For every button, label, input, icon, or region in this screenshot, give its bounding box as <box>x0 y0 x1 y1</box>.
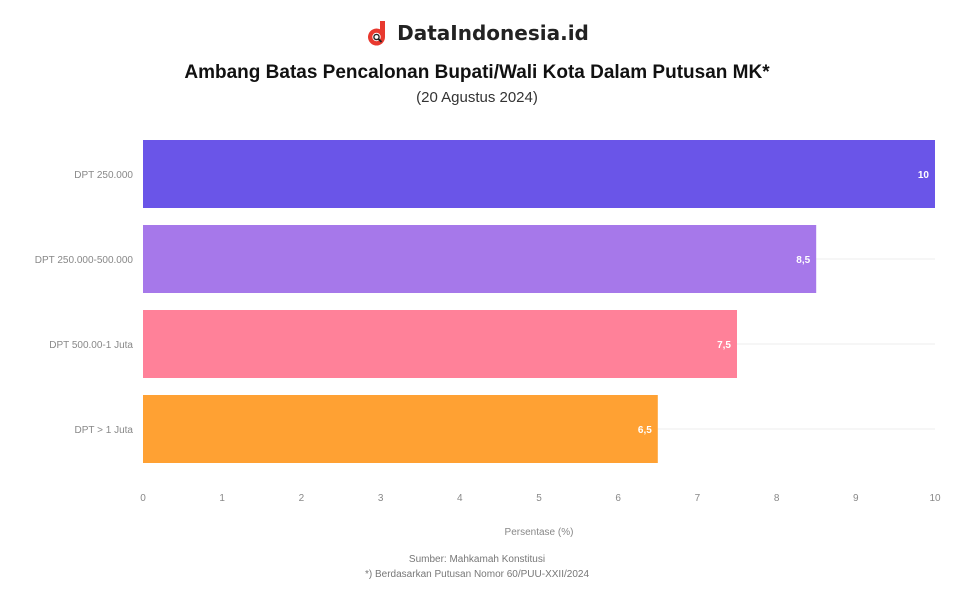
chart-title: Ambang Batas Pencalonan Bupati/Wali Kota… <box>184 62 770 83</box>
x-tick-label: 10 <box>929 493 941 504</box>
value-label: 7,5 <box>717 340 731 351</box>
category-label: DPT 500.00-1 Juta <box>49 340 133 351</box>
brand-header: DataIndonesia.id <box>0 20 954 46</box>
x-tick-label: 1 <box>219 493 225 504</box>
x-tick-label: 6 <box>615 493 621 504</box>
brand-name: DataIndonesia.id <box>397 21 589 45</box>
x-tick-label: 3 <box>378 493 384 504</box>
dataindonesia-logo-icon <box>368 21 386 46</box>
x-axis-title: Persentase (%) <box>505 527 574 538</box>
value-label: 6,5 <box>638 425 652 436</box>
category-label: DPT 250.000 <box>74 170 133 181</box>
source-note: Sumber: Mahkamah Konstitusi *) Berdasark… <box>0 552 954 582</box>
source-line: Sumber: Mahkamah Konstitusi <box>408 554 546 565</box>
category-label: DPT > 1 Juta <box>75 425 134 436</box>
category-label: DPT 250.000-500.000 <box>35 255 134 266</box>
x-tick-label: 7 <box>695 493 701 504</box>
value-label: 8,5 <box>796 255 810 266</box>
chart-subtitle: (20 Agustus 2024) <box>416 89 538 106</box>
bar <box>143 140 935 208</box>
bar <box>143 225 817 293</box>
bar <box>143 395 658 463</box>
x-tick-label: 8 <box>774 493 780 504</box>
x-tick-label: 2 <box>299 493 305 504</box>
value-label: 10 <box>918 170 930 181</box>
x-tick-label: 5 <box>536 493 542 504</box>
x-tick-label: 0 <box>140 493 146 504</box>
x-tick-label: 9 <box>853 493 859 504</box>
bar <box>143 310 737 378</box>
footnote-line: *) Berdasarkan Putusan Nomor 60/PUU-XXII… <box>365 569 589 580</box>
x-tick-label: 4 <box>457 493 463 504</box>
